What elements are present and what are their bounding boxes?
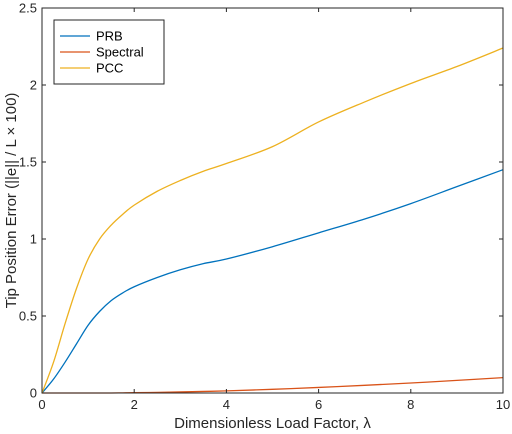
y-tick-label: 0 [30,386,37,401]
x-tick-label: 2 [131,397,138,412]
legend-label-prb: PRB [96,29,123,44]
legend-label-spectral: Spectral [96,45,144,60]
y-tick-label: 0.5 [19,309,37,324]
y-tick-label: 2.5 [19,1,37,16]
legend: PRB Spectral PCC [53,19,165,85]
series-line-prb [41,169,504,394]
legend-label-pcc: PCC [96,61,123,76]
y-tick-label: 2 [30,78,37,93]
series-line-pcc [41,47,504,394]
y-axis-label: Tip Position Error (||e|| / L × 100) [3,93,20,309]
x-tick-label: 4 [223,397,230,412]
x-tick-label: 6 [315,397,322,412]
x-axis-label: Dimensionless Load Factor, λ [174,415,371,432]
x-tick-label: 10 [496,397,510,412]
x-tick-label: 0 [38,397,45,412]
plot-frame [41,7,504,394]
ticks-layer: 0 2 4 6 8 10 0 0.5 1 1.5 2 2.5 [19,1,510,413]
x-tick-label: 8 [407,397,414,412]
y-tick-label: 1 [30,232,37,247]
y-tick-label: 1.5 [19,155,37,170]
